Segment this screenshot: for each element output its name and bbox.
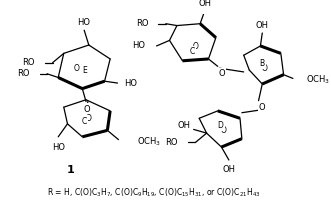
Text: HO: HO (124, 79, 137, 88)
Text: E: E (82, 66, 86, 75)
Text: R = H, C(O)C$_3$H$_7$, C(O)C$_9$H$_{19}$, C(O)C$_{15}$H$_{31}$, or C(O)C$_{21}$H: R = H, C(O)C$_3$H$_7$, C(O)C$_9$H$_{19}$… (47, 186, 260, 199)
Text: O: O (218, 69, 225, 78)
Text: HO: HO (77, 18, 90, 27)
Text: O: O (74, 64, 80, 73)
Text: C: C (190, 47, 195, 56)
Text: 1: 1 (67, 165, 74, 175)
Text: OH: OH (178, 121, 191, 130)
Text: 2: 2 (227, 165, 235, 175)
Text: HO: HO (132, 41, 145, 51)
Text: O: O (86, 114, 92, 123)
Text: OCH$_3$: OCH$_3$ (137, 135, 161, 148)
Text: O: O (220, 126, 226, 135)
Text: B: B (260, 59, 265, 68)
Text: RO: RO (17, 69, 29, 78)
Text: HO: HO (52, 144, 65, 152)
Text: OCH$_3$: OCH$_3$ (306, 73, 330, 86)
Text: C: C (81, 116, 87, 126)
Text: RO: RO (136, 19, 148, 28)
Text: OH: OH (198, 0, 211, 8)
Text: O: O (84, 104, 90, 114)
Text: OH: OH (256, 21, 269, 30)
Text: D: D (217, 121, 223, 130)
Text: O: O (259, 103, 265, 112)
Text: O: O (261, 64, 267, 73)
Text: RO: RO (166, 138, 178, 147)
Text: O: O (193, 42, 198, 51)
Text: RO: RO (23, 58, 35, 67)
Text: OH: OH (222, 165, 235, 174)
